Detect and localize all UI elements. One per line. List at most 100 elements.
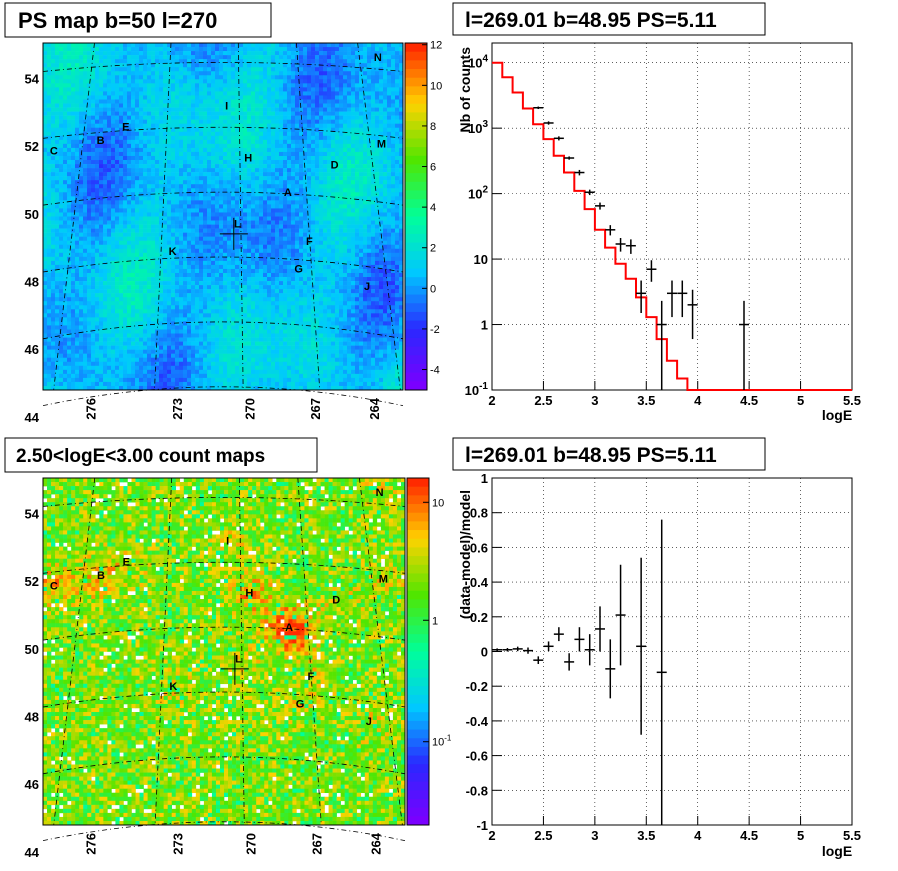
- map-cell: [67, 212, 72, 217]
- map-cell: [231, 75, 236, 80]
- map-cell: [47, 192, 52, 197]
- map-cell: [235, 220, 240, 225]
- map-cell: [211, 71, 216, 76]
- map-cell: [139, 212, 144, 217]
- map-cell: [227, 216, 232, 221]
- map-cell: [175, 43, 180, 48]
- map-cell: [231, 131, 236, 137]
- map-cell: [187, 55, 192, 60]
- map-cell: [131, 127, 136, 133]
- map-cell: [191, 176, 196, 181]
- map-cell: [203, 119, 208, 124]
- map-cell: [291, 71, 296, 76]
- map-cell: [115, 256, 120, 262]
- map-cell: [87, 208, 92, 213]
- map-cell: [111, 184, 116, 189]
- map-cell: [379, 256, 384, 262]
- map-cell: [391, 107, 396, 112]
- map-cell: [83, 47, 88, 52]
- map-cell: [275, 196, 280, 201]
- map-cell: [63, 260, 68, 266]
- map-cell: [239, 155, 244, 161]
- map-cell: [163, 135, 168, 141]
- map-cell: [211, 192, 216, 197]
- map-cell: [231, 208, 236, 213]
- map-cell: [227, 160, 232, 165]
- map-cell: [175, 256, 180, 262]
- map-cell: [315, 252, 320, 258]
- map-cell: [203, 75, 208, 80]
- map-cell: [367, 216, 372, 221]
- map-cell: [343, 147, 348, 153]
- map-cell: [343, 180, 348, 185]
- map-cell: [79, 212, 84, 217]
- map-cell: [55, 151, 60, 157]
- map-cell: [247, 216, 252, 221]
- map-cell: [187, 220, 192, 225]
- map-cell: [355, 123, 360, 129]
- map-cell: [71, 160, 76, 165]
- map-cell: [135, 143, 140, 149]
- map-cell: [227, 212, 232, 217]
- map-cell: [287, 200, 292, 205]
- map-cell: [263, 103, 268, 108]
- map-cell: [115, 200, 120, 205]
- map-cell: [215, 208, 220, 213]
- map-cell: [263, 51, 268, 56]
- map-cell: [271, 115, 276, 120]
- map-cell: [375, 236, 380, 241]
- map-cell: [171, 43, 176, 48]
- map-cell: [71, 240, 76, 246]
- map-cell: [135, 212, 140, 217]
- map-cell: [275, 248, 280, 254]
- map-cell: [399, 240, 404, 246]
- map-cell: [127, 51, 132, 56]
- map-cell: [59, 244, 64, 250]
- map-cell: [243, 164, 248, 169]
- map-cell: [163, 172, 168, 177]
- map-cell: [131, 47, 136, 52]
- map-cell: [95, 264, 100, 270]
- map-cell: [271, 208, 276, 213]
- map-cell: [211, 135, 216, 141]
- map-cell: [303, 200, 308, 205]
- map-cell: [343, 192, 348, 197]
- map-cell: [95, 180, 100, 185]
- map-cell: [83, 59, 88, 64]
- map-cell: [151, 43, 156, 48]
- map-cell: [59, 168, 64, 173]
- map-cell: [135, 147, 140, 153]
- map-cell: [191, 151, 196, 157]
- map-cell: [375, 184, 380, 189]
- map-cell: [203, 91, 208, 96]
- map-cell: [171, 123, 176, 129]
- map-cell: [107, 168, 112, 173]
- map-cell: [399, 131, 404, 137]
- map-cell: [175, 216, 180, 221]
- map-cell: [51, 160, 56, 165]
- map-cell: [135, 107, 140, 112]
- map-cell: [319, 95, 324, 100]
- map-cell: [319, 127, 324, 133]
- map-cell: [383, 131, 388, 137]
- map-cell: [51, 172, 56, 177]
- map-cell: [367, 208, 372, 213]
- map-cell: [299, 43, 304, 48]
- map-cell: [83, 184, 88, 189]
- map-cell: [347, 248, 352, 254]
- map-cell: [379, 184, 384, 189]
- map-cell: [91, 143, 96, 149]
- map-cell: [219, 63, 224, 68]
- map-cell: [115, 264, 120, 270]
- map-cell: [103, 204, 108, 209]
- map-cell: [163, 151, 168, 157]
- map-cell: [95, 212, 100, 217]
- map-cell: [223, 176, 228, 181]
- map-cell: [135, 188, 140, 193]
- map-cell: [395, 103, 400, 108]
- map-cell: [363, 164, 368, 169]
- map-cell: [391, 240, 396, 246]
- map-cell: [283, 91, 288, 96]
- map-cell: [379, 47, 384, 52]
- map-cell: [243, 131, 248, 137]
